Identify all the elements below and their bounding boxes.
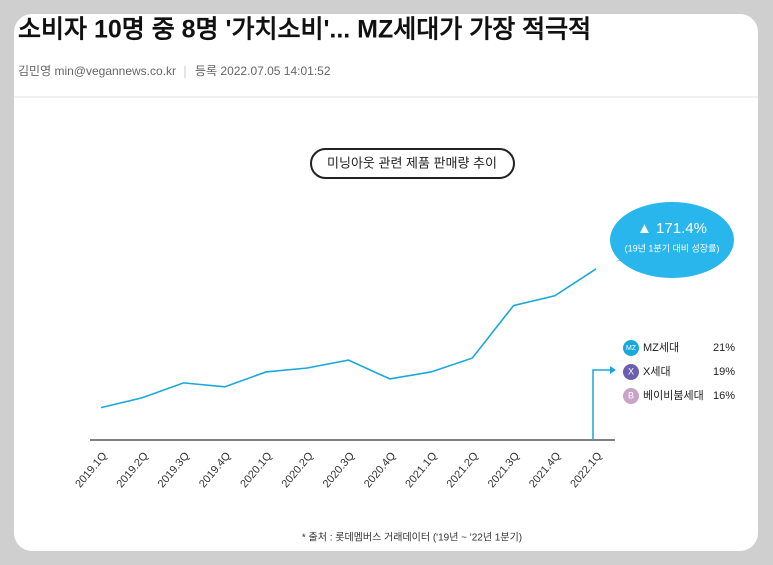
share-value: 19% [713,366,735,378]
callout-note: (19년 1분기 대비 성장률) [625,243,720,253]
connector [592,369,610,440]
arrow-head [610,366,616,374]
share-value: 16% [713,390,735,402]
line-series [100,268,597,409]
title-pill [310,148,515,179]
headline: 소비자 10명 중 8명 '가치소비'... MZ세대가 가장 적극적 [18,16,591,44]
share-value: 21% [713,342,735,354]
callout-bubble [610,202,734,278]
date: 등록 2022.07.05 14:01:52 [195,64,331,78]
share-name: MZ세대 [643,341,679,354]
chart-title: 미닝아웃 관련 제품 판매량 추이 [327,155,497,170]
share-icon-label: MZ [626,345,637,352]
share-name: 베이비붐세대 [643,389,704,402]
share-icon [623,340,639,356]
share-icon-label: B [628,390,634,400]
share-name: X세대 [643,365,671,378]
author: 김민영 min@vegannews.co.kr [18,64,176,78]
share-icon-label: X [628,366,634,376]
card [14,14,758,551]
source: * 출처 : 롯데멤버스 거래데이터 ('19년 ~ '22년 1분기) [302,532,522,544]
share-icon [623,388,639,404]
share-icon [623,364,639,380]
callout-value: ▲ 171.4% [637,220,707,237]
